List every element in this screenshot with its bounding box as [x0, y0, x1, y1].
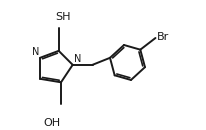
Text: OH: OH	[43, 118, 60, 128]
Text: N: N	[74, 54, 81, 64]
Text: N: N	[32, 47, 39, 57]
Text: Br: Br	[157, 32, 169, 42]
Text: SH: SH	[56, 12, 71, 22]
